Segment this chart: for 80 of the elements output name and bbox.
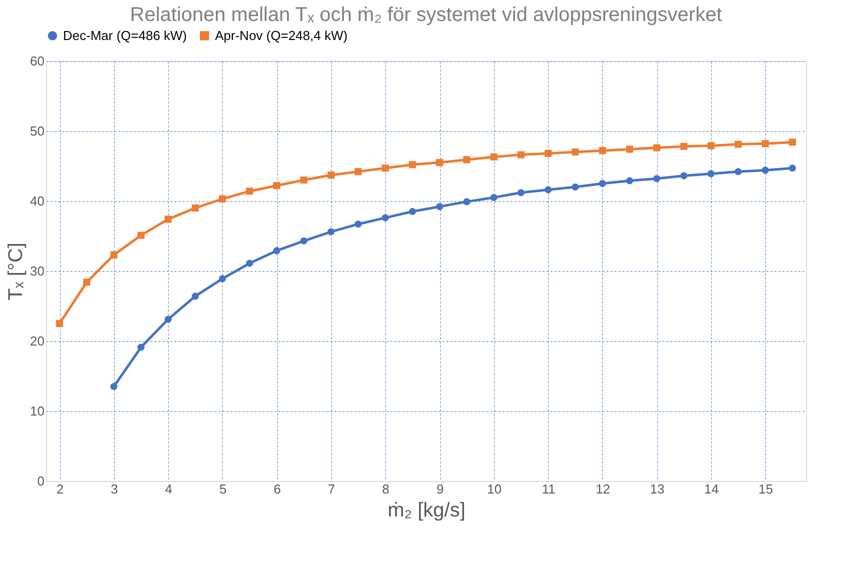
point — [436, 158, 444, 166]
x-tick-label: 10 — [487, 482, 502, 496]
point — [408, 208, 416, 216]
y-tick-label: 50 — [30, 124, 44, 138]
point — [218, 275, 226, 282]
point — [408, 161, 416, 168]
point — [653, 144, 660, 152]
point — [626, 177, 634, 184]
point — [707, 142, 715, 150]
point — [137, 344, 145, 351]
point — [164, 216, 172, 223]
point — [164, 316, 172, 323]
point — [137, 232, 145, 239]
point — [463, 156, 470, 164]
point — [788, 138, 796, 146]
x-tick-label: 9 — [436, 482, 444, 496]
x-tick-label: 6 — [274, 482, 281, 496]
y-tick-label: 0 — [37, 474, 44, 488]
point — [273, 182, 280, 190]
point — [788, 164, 796, 172]
y-tick-label: 10 — [30, 404, 44, 418]
x-tick-label: 12 — [596, 482, 610, 496]
legend-label: Apr-Nov (Q=248,4 kW) — [215, 28, 348, 43]
point — [382, 164, 389, 172]
point — [246, 260, 254, 267]
x-tick-label: 15 — [758, 482, 774, 496]
y-axis-title: Tₓ [°C] — [5, 242, 28, 300]
point — [544, 150, 552, 157]
x-axis-title: ṁ₂ [kg/s] — [388, 500, 466, 522]
point — [273, 247, 280, 254]
point — [436, 203, 444, 210]
point — [354, 168, 362, 176]
y-tick-label: 20 — [30, 334, 44, 348]
point — [653, 175, 660, 182]
y-tick-label: 30 — [30, 264, 44, 278]
point — [83, 278, 90, 286]
point — [707, 170, 715, 178]
y-tick-label: 60 — [30, 54, 44, 68]
chart-title: Relationen mellan Tₓ och ṁ₂ för systemet vid avloppsreningsverket — [130, 4, 722, 26]
point — [544, 186, 552, 194]
point — [598, 180, 606, 188]
point — [734, 140, 742, 148]
x-tick-label: 4 — [165, 482, 172, 496]
point — [110, 382, 118, 390]
x-tick-label: 2 — [56, 482, 64, 496]
point — [218, 195, 226, 202]
x-tick-label: 14 — [704, 482, 719, 496]
point — [327, 228, 335, 236]
point — [572, 183, 579, 191]
point — [300, 237, 308, 244]
point — [762, 166, 769, 174]
point — [246, 188, 254, 195]
point — [327, 172, 335, 179]
point — [598, 147, 606, 154]
x-tick-label: 13 — [650, 482, 664, 496]
point — [490, 194, 498, 202]
point — [192, 204, 199, 212]
point — [300, 176, 308, 184]
point — [490, 153, 498, 160]
point — [572, 148, 579, 156]
x-tick-label: 7 — [328, 482, 336, 496]
point — [626, 146, 634, 153]
point — [734, 168, 742, 176]
x-tick-label: 8 — [382, 482, 390, 496]
point — [192, 292, 199, 300]
point — [463, 198, 470, 206]
y-tick-label: 40 — [30, 194, 44, 208]
point — [382, 214, 389, 222]
point — [762, 140, 769, 148]
point — [517, 189, 525, 196]
x-tick-label: 5 — [219, 482, 227, 496]
point — [56, 320, 64, 328]
point — [680, 172, 688, 180]
legend-label: Dec-Mar (Q=486 kW) — [63, 28, 187, 43]
point — [354, 220, 362, 228]
x-tick-label: 11 — [542, 482, 556, 496]
point — [680, 142, 688, 150]
point — [517, 151, 525, 158]
x-tick-label: 3 — [110, 482, 118, 496]
point — [110, 251, 118, 258]
